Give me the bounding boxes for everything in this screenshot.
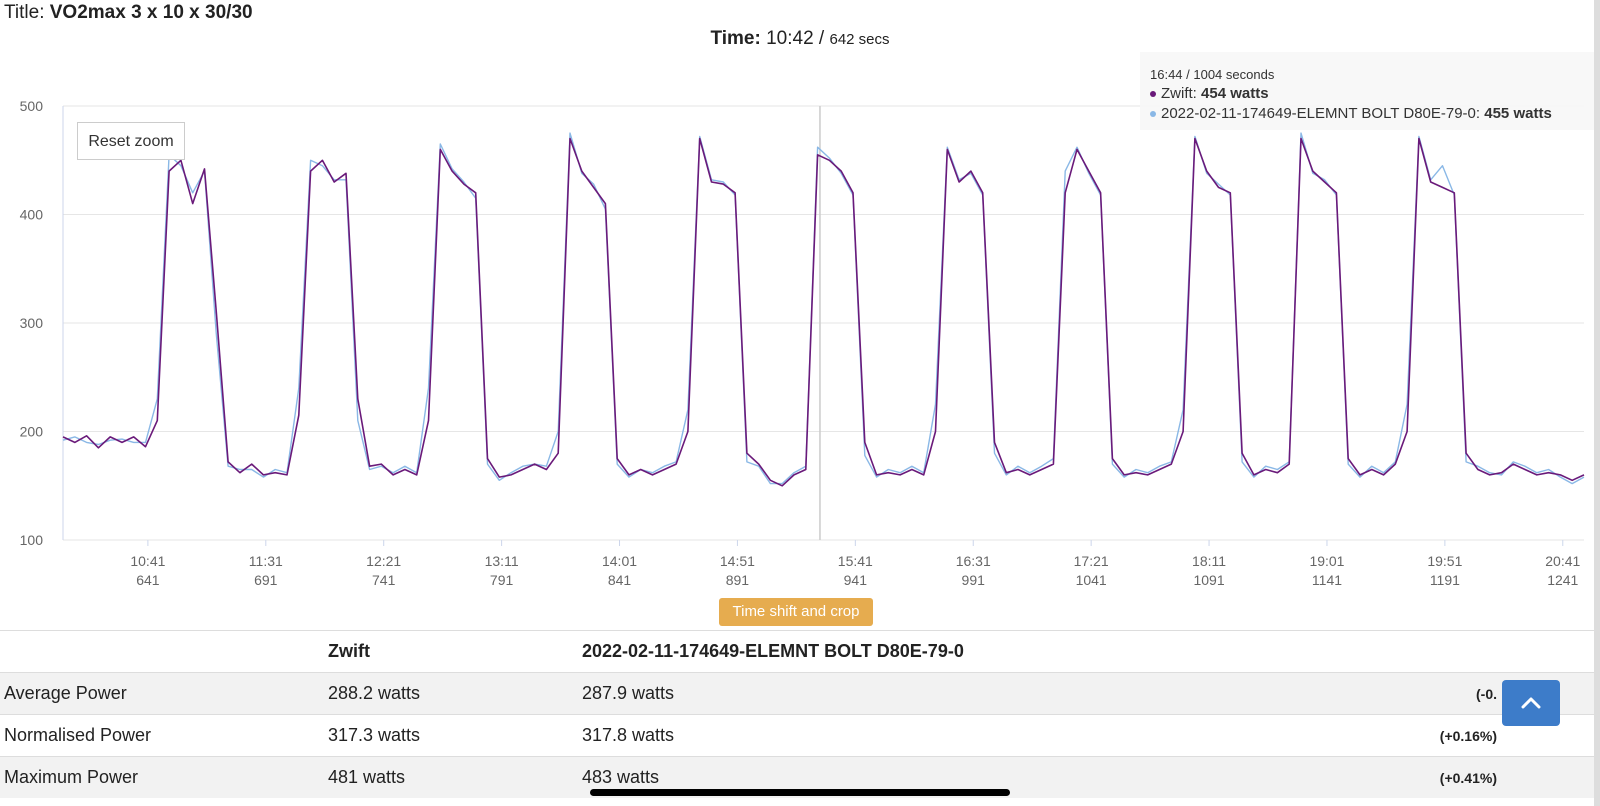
x-tick-time: 19:51 (1427, 553, 1462, 569)
row-value-zwift: 317.3 watts (324, 714, 578, 757)
x-tick-time: 18:11 (1192, 553, 1226, 569)
page-title: Title: VO2max 3 x 10 x 30/30 (4, 2, 253, 24)
row-value-zwift: 288.2 watts (324, 672, 578, 715)
time-shift-crop-button[interactable]: Time shift and crop (719, 598, 873, 626)
scrollbar[interactable] (1594, 0, 1600, 806)
row-label: Maximum Power (0, 756, 324, 798)
x-tick-secs: 741 (372, 572, 396, 588)
time-separator: / (818, 28, 825, 49)
tooltip-header: 16:44 / 1004 seconds (1150, 67, 1275, 82)
x-tick-time: 14:01 (602, 553, 637, 569)
series-dot-icon (1150, 91, 1156, 98)
tooltip-row-bolt: 2022-02-11-174649-ELEMNT BOLT D80E-79-0:… (1150, 105, 1552, 122)
x-tick-time: 11:31 (249, 553, 283, 569)
time-secs: 642 secs (829, 31, 890, 48)
time-label: Time: (710, 28, 761, 49)
x-tick-secs: 891 (726, 572, 750, 588)
x-tick-secs: 1041 (1076, 572, 1107, 588)
tooltip-row-zwift: Zwift: 454 watts (1150, 85, 1269, 102)
time-readout: Time: 10:42 / 642 secs (0, 28, 1600, 50)
y-tick-label: 500 (20, 98, 44, 114)
x-tick-secs: 791 (490, 572, 514, 588)
tooltip-series1-value: 454 watts (1201, 85, 1269, 102)
y-tick-label: 300 (20, 315, 44, 331)
table-header: Zwift (324, 630, 578, 673)
row-value-zwift: 481 watts (324, 756, 578, 798)
x-tick-secs: 841 (608, 572, 632, 588)
row-value-bolt: 287.9 watts (578, 672, 1295, 715)
x-tick-secs: 941 (844, 572, 868, 588)
table-row: Maximum Power 481 watts 483 watts (+0.41… (0, 756, 1600, 798)
x-tick-time: 15:41 (838, 553, 873, 569)
table-header-row: Zwift 2022-02-11-174649-ELEMNT BOLT D80E… (0, 630, 1600, 673)
time-value: 10:42 (766, 28, 814, 49)
row-value-bolt: 317.8 watts (578, 714, 1295, 757)
row-label: Normalised Power (0, 714, 324, 757)
x-tick-time: 14:51 (720, 553, 755, 569)
x-tick-time: 10:41 (130, 553, 165, 569)
table-row: Average Power 288.2 watts 287.9 watts (-… (0, 672, 1600, 715)
chevron-up-icon (1521, 697, 1541, 709)
table-row: Normalised Power 317.3 watts 317.8 watts… (0, 714, 1600, 757)
y-tick-label: 200 (20, 424, 44, 440)
title-value: VO2max 3 x 10 x 30/30 (49, 2, 253, 23)
y-tick-label: 400 (20, 207, 44, 223)
row-diff: (+0.41%) (1294, 756, 1600, 798)
x-tick-secs: 1141 (1312, 572, 1342, 588)
x-tick-time: 20:41 (1545, 553, 1580, 569)
tooltip-series1-name: Zwift (1161, 85, 1193, 102)
tooltip-series2-value: 455 watts (1484, 105, 1552, 122)
series-line (62, 137, 1585, 487)
title-label: Title: (4, 2, 45, 23)
x-tick-secs: 641 (136, 572, 160, 588)
x-tick-secs: 991 (962, 572, 986, 588)
x-tick-time: 16:31 (956, 553, 991, 569)
x-tick-time: 13:11 (485, 553, 519, 569)
table-header (1294, 630, 1600, 673)
x-tick-time: 17:21 (1074, 553, 1109, 569)
table-header (0, 630, 324, 673)
x-tick-secs: 691 (254, 572, 278, 588)
stats-table: Zwift 2022-02-11-174649-ELEMNT BOLT D80E… (0, 630, 1600, 798)
power-chart[interactable]: 500 400 300 200 100 10:41 641 11:31 691 12:21 741 1… (0, 48, 1600, 608)
table-header: 2022-02-11-174649-ELEMNT BOLT D80E-79-0 (578, 630, 1295, 673)
x-tick-time: 12:21 (366, 553, 401, 569)
series-dot-icon (1150, 111, 1156, 118)
x-tick-secs: 1091 (1193, 572, 1224, 588)
reset-zoom-button[interactable]: Reset zoom (77, 122, 185, 160)
y-tick-label: 100 (20, 532, 44, 548)
row-label: Average Power (0, 672, 324, 715)
tooltip-series2-name: 2022-02-11-174649-ELEMNT BOLT D80E-79-0 (1161, 105, 1476, 122)
scroll-top-button[interactable] (1502, 680, 1560, 726)
x-tick-time: 19:01 (1309, 553, 1344, 569)
x-tick-secs: 1191 (1430, 572, 1460, 588)
chart-svg[interactable]: 500 400 300 200 100 10:41 641 11:31 691 12:21 741 1… (0, 48, 1600, 608)
x-tick-secs: 1241 (1547, 572, 1578, 588)
chart-tooltip: 16:44 / 1004 seconds Zwift: 454 watts 20… (1140, 52, 1600, 130)
home-indicator (590, 789, 1010, 796)
